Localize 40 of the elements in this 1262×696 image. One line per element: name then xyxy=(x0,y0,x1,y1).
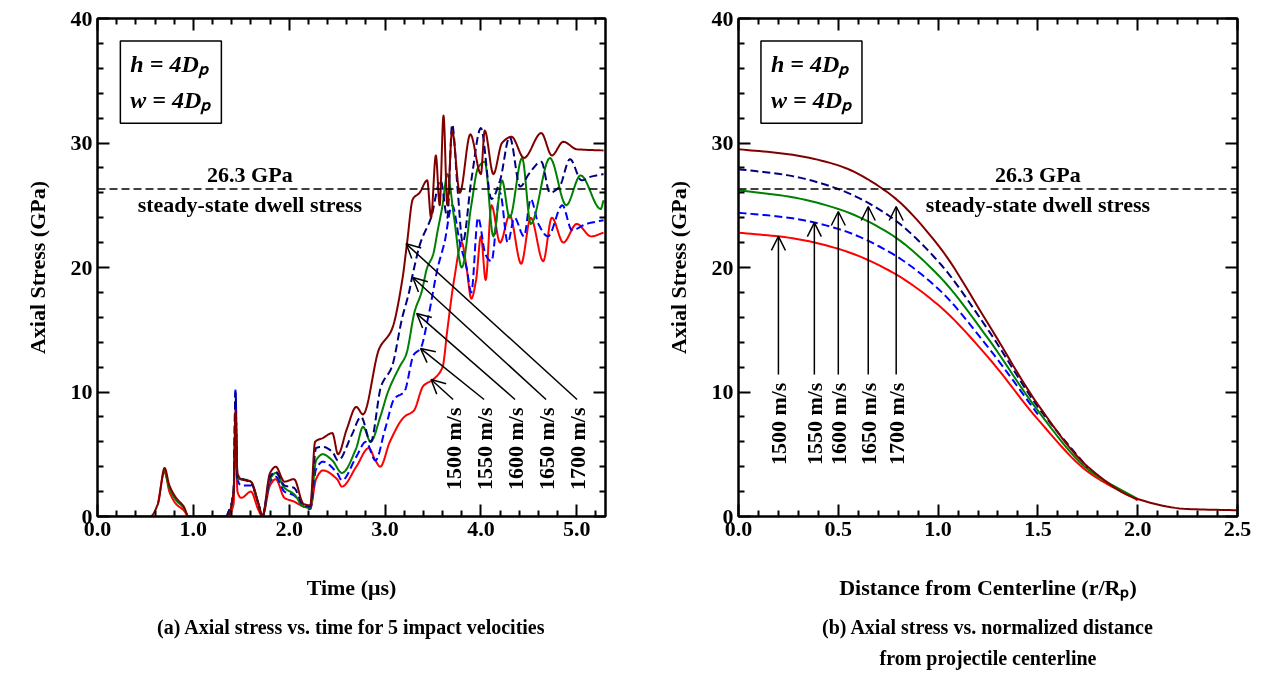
y-tick-label: 10 xyxy=(711,379,734,404)
y-tick-label: 10 xyxy=(70,379,93,404)
text: (a) Axial stress vs. time for 5 impact velocities xyxy=(157,615,545,639)
x-tick-label: 1.5 xyxy=(1024,515,1052,541)
x-axis-title: Distance from Centerline (r/Rₚ) xyxy=(839,574,1137,601)
x-axis-title: Time (μs) xyxy=(306,574,397,600)
y-tick-label: 30 xyxy=(70,130,93,155)
x-tick-label: 0.5 xyxy=(824,515,853,541)
x-tick-label: 2.0 xyxy=(275,515,303,541)
text: (b) Axial stress vs. normalized distance from projectile centerline xyxy=(822,615,1153,670)
y-tick-label: 20 xyxy=(711,254,734,280)
y-tick-label: 20 xyxy=(70,254,93,280)
x-tick-label: 1.0 xyxy=(924,515,952,541)
x-tick-label: 2.5 xyxy=(1223,515,1252,541)
annotation: w = 4Dₚ xyxy=(130,87,213,116)
y-axis-title: Axial Stress (GPa) xyxy=(24,180,50,355)
annotation: 1600 m/s xyxy=(502,407,528,490)
annotation: 1650 m/s xyxy=(855,382,881,466)
y-tick-label: 40 xyxy=(711,5,734,31)
x-tick-label: 1.0 xyxy=(179,515,208,541)
annotation: 1500 m/s xyxy=(440,407,466,490)
x-tick-label: 3.0 xyxy=(371,515,399,541)
annotation: 1550 m/s xyxy=(471,407,497,490)
annotation: 1600 m/s xyxy=(825,382,851,466)
annotation: h = 4Dₚ xyxy=(770,50,851,79)
ref-line-label: 26.3 GPa steady-state dwell stress xyxy=(137,162,363,218)
annotation: 1650 m/s xyxy=(533,407,559,490)
annotation: 1550 m/s xyxy=(801,382,827,466)
y-tick-label: 30 xyxy=(711,130,734,155)
y-tick-label: 40 xyxy=(70,5,93,31)
x-tick-label: 5.0 xyxy=(563,515,591,541)
ref-line-label: 26.3 GPa steady-state dwell stress xyxy=(925,162,1151,218)
annotation: w = 4Dₚ xyxy=(770,87,853,116)
annotation: 1500 m/s xyxy=(765,382,791,466)
annotation: 1700 m/s xyxy=(564,407,590,490)
x-tick-label: 2.0 xyxy=(1123,515,1152,541)
y-axis-title: Axial Stress (GPa) xyxy=(665,180,691,355)
x-tick-label: 4.0 xyxy=(467,515,495,541)
annotation: h = 4Dₚ xyxy=(130,50,210,79)
annotation: 1700 m/s xyxy=(883,382,909,466)
